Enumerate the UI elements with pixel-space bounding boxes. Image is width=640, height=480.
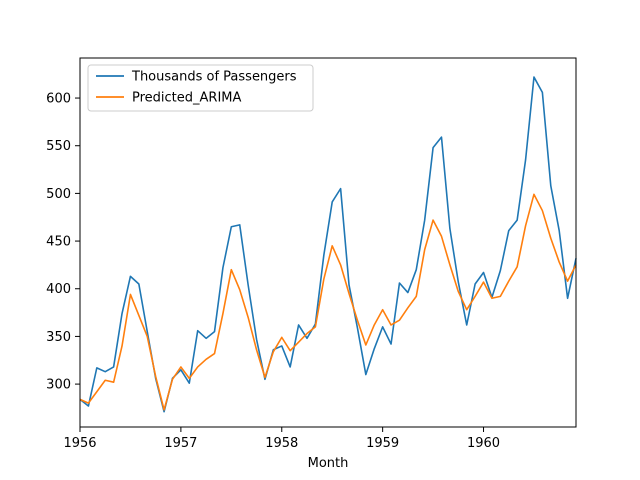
x-axis-label: Month: [308, 456, 349, 471]
x-tick-label: 1960: [467, 436, 500, 451]
y-tick-label: 500: [46, 187, 71, 202]
x-tick-label: 1957: [164, 436, 197, 451]
series-line-2: [79, 193, 577, 411]
y-tick-label: 600: [46, 92, 71, 107]
legend: Thousands of Passengers Predicted_ARIMA: [87, 64, 314, 112]
legend-box: [87, 64, 314, 112]
x-tick-label: 1958: [265, 436, 298, 451]
y-tick-label: 300: [46, 378, 71, 393]
plot-frame: [79, 57, 577, 428]
plot-area: [79, 57, 577, 428]
y-tick-label: 450: [46, 235, 71, 250]
y-tick-label: 550: [46, 139, 71, 154]
legend-label-2: Predicted_ARIMA: [132, 91, 242, 106]
y-tick-label: 400: [46, 282, 71, 297]
legend-label-1: Thousands of Passengers: [131, 70, 297, 85]
y-tick-label: 350: [46, 330, 71, 345]
x-tick-label: 1959: [366, 436, 399, 451]
x-tick-label: 1956: [63, 436, 96, 451]
